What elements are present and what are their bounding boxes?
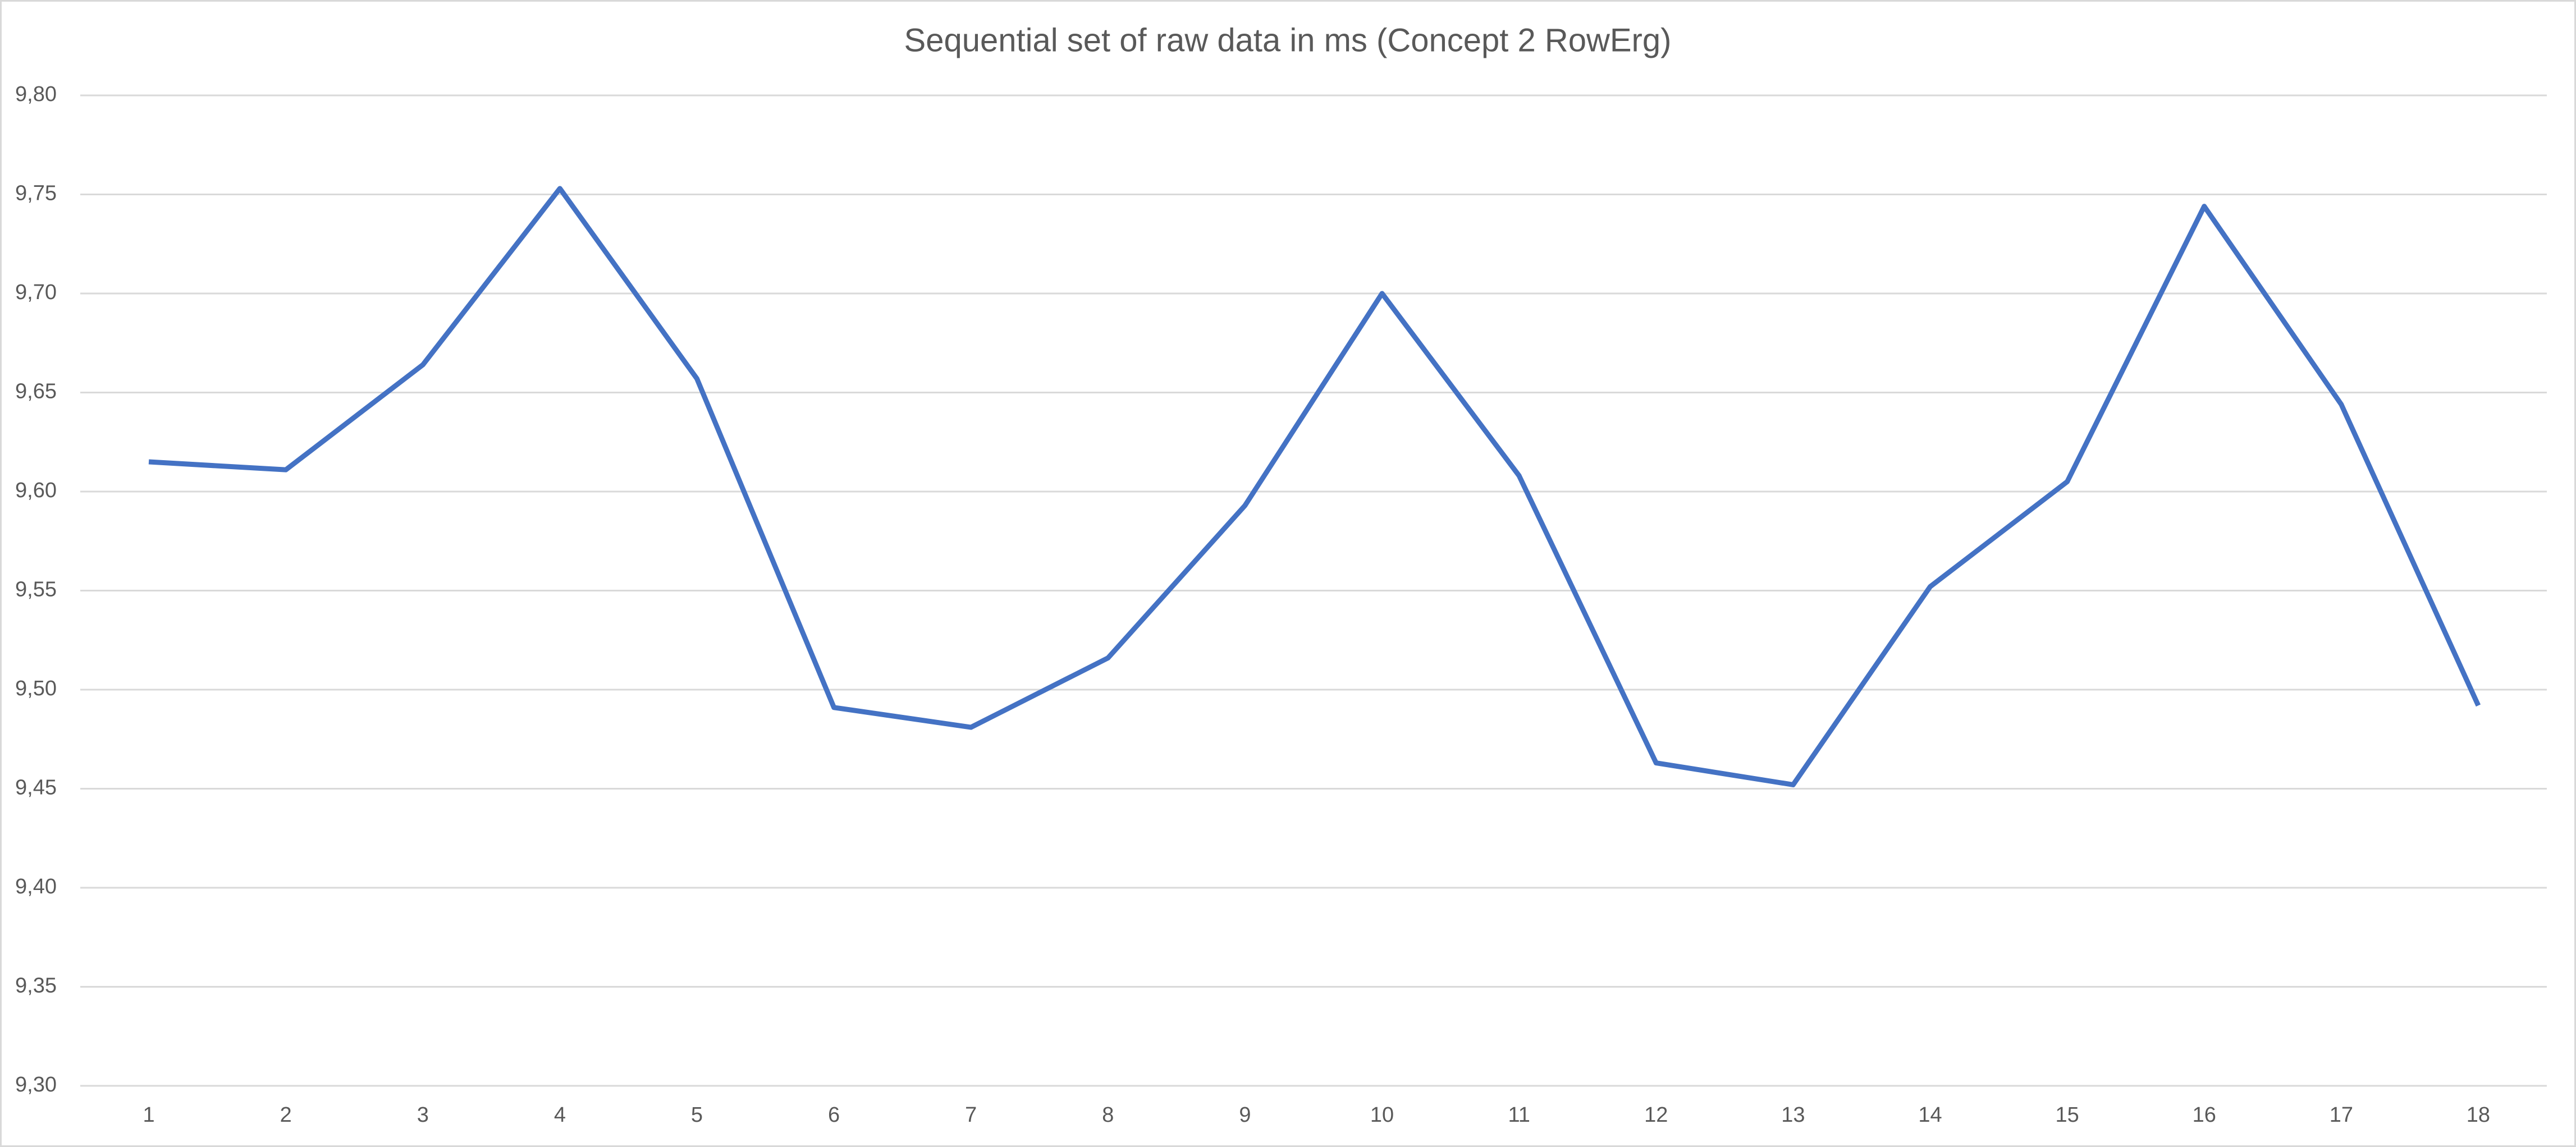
chart-title: Sequential set of raw data in ms (Concep… <box>904 22 1672 58</box>
x-tick-label: 14 <box>1918 1103 1942 1127</box>
x-tick-label: 3 <box>417 1103 429 1127</box>
y-tick-label: 9,65 <box>15 380 57 403</box>
y-tick-label: 9,45 <box>15 776 57 800</box>
x-tick-label: 2 <box>280 1103 292 1127</box>
y-tick-label: 9,75 <box>15 182 57 205</box>
x-tick-label: 13 <box>1781 1103 1805 1127</box>
y-tick-label: 9,35 <box>15 974 57 998</box>
x-tick-label: 17 <box>2330 1103 2353 1127</box>
x-tick-label: 10 <box>1370 1103 1394 1127</box>
x-tick-label: 1 <box>143 1103 154 1127</box>
x-tick-label: 4 <box>554 1103 566 1127</box>
y-tick-label: 9,70 <box>15 281 57 304</box>
y-tick-label: 9,30 <box>15 1073 57 1096</box>
x-tick-label: 15 <box>2055 1103 2079 1127</box>
y-tick-label: 9,60 <box>15 479 57 502</box>
y-tick-label: 9,80 <box>15 82 57 106</box>
x-tick-label: 6 <box>828 1103 840 1127</box>
y-tick-label: 9,50 <box>15 677 57 700</box>
x-tick-label: 9 <box>1239 1103 1251 1127</box>
x-tick-label: 5 <box>691 1103 703 1127</box>
y-tick-label: 9,55 <box>15 578 57 602</box>
x-tick-label: 7 <box>965 1103 977 1127</box>
x-tick-label: 16 <box>2193 1103 2216 1127</box>
x-tick-label: 8 <box>1102 1103 1114 1127</box>
x-tick-label: 18 <box>2467 1103 2490 1127</box>
x-tick-label: 11 <box>1508 1103 1530 1127</box>
y-tick-label: 9,40 <box>15 875 57 898</box>
data-line <box>148 186 2481 787</box>
x-tick-label: 12 <box>1644 1103 1668 1127</box>
